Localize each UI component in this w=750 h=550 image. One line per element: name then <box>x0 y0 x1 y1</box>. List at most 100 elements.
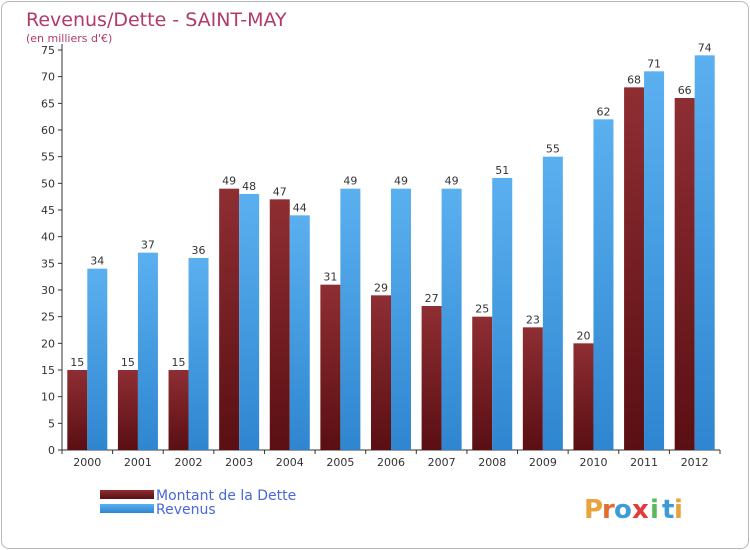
y-tick-label: 10 <box>41 391 55 404</box>
bar-value-label: 25 <box>475 303 489 316</box>
y-tick-label: 30 <box>41 284 55 297</box>
x-tick-label: 2009 <box>529 456 557 469</box>
bar-dette <box>371 295 391 450</box>
x-tick-label: 2004 <box>276 456 304 469</box>
bar-revenus <box>694 55 715 450</box>
y-tick-label: 65 <box>41 97 55 110</box>
bar-value-label: 71 <box>647 57 661 70</box>
bar-value-label: 15 <box>70 356 84 369</box>
brand-letter: x <box>632 495 649 525</box>
bar-value-label: 37 <box>141 239 155 252</box>
x-tick-label: 2006 <box>377 456 405 469</box>
brand-letter: r <box>602 495 615 525</box>
bar-dette <box>219 188 240 450</box>
bar-value-label: 62 <box>596 105 610 118</box>
bar-dette <box>674 98 695 450</box>
y-tick-label: 40 <box>41 231 55 244</box>
y-tick-label: 45 <box>41 204 55 217</box>
bar-dette <box>421 306 442 450</box>
brand-letter: i <box>674 495 683 525</box>
bar-revenus <box>137 252 158 450</box>
bar-revenus <box>188 258 209 450</box>
x-tick-label: 2012 <box>681 456 709 469</box>
legend-label-revenus: Revenus <box>156 502 216 518</box>
bar-value-label: 23 <box>526 313 540 326</box>
bar-revenus <box>492 178 513 450</box>
x-tick-label: 2011 <box>630 456 658 469</box>
bar-value-label: 44 <box>293 201 307 214</box>
x-axis: 2000 2001 2002 2003 2004 2005 2006 2007 2008 2009… <box>61 449 721 469</box>
bar-revenus <box>87 268 108 450</box>
brand-letter: o <box>614 495 632 525</box>
bar-revenus <box>644 71 665 450</box>
y-tick-label: 15 <box>41 364 55 377</box>
bar-value-label: 49 <box>222 175 236 188</box>
x-tick-label: 2008 <box>478 456 506 469</box>
x-tick-label: 2001 <box>124 456 152 469</box>
bar-revenus <box>542 156 563 450</box>
bar-value-label: 15 <box>121 356 135 369</box>
bar-value-label: 34 <box>90 255 104 268</box>
bar-value-label: 66 <box>678 84 692 97</box>
bar-dette <box>522 327 543 450</box>
bar-revenus <box>593 119 614 450</box>
brand-letter: t <box>662 495 674 525</box>
brand-logo: Pr o x i t i <box>584 495 683 525</box>
y-tick-label: 60 <box>41 124 55 137</box>
bar-value-label: 36 <box>192 244 206 257</box>
x-tick-label: 2002 <box>175 456 203 469</box>
x-tick-label: 2007 <box>428 456 456 469</box>
y-tick-label: 5 <box>48 417 55 430</box>
y-tick-label: 25 <box>41 311 55 324</box>
y-tick-label: 0 <box>48 444 55 457</box>
bar-revenus <box>340 188 361 450</box>
bar-value-label: 74 <box>698 41 712 54</box>
y-tick-label: 75 <box>41 44 55 57</box>
x-tick-label: 2003 <box>225 456 253 469</box>
y-tick-label: 50 <box>41 177 55 190</box>
bar-revenus <box>289 215 310 450</box>
bar-dette <box>67 370 88 450</box>
bars: 15 34 15 37 15 36 49 48 47 44 31 49 29 49 27 49 25 51 23 55… <box>67 41 715 450</box>
bar-dette <box>269 199 290 450</box>
bar-value-label: 51 <box>495 164 509 177</box>
bar-value-label: 49 <box>343 175 357 188</box>
bar-revenus <box>441 188 462 450</box>
legend-label-dette: Montant de la Dette <box>156 488 296 504</box>
bar-dette <box>320 284 341 450</box>
bar-dette <box>472 316 493 450</box>
bar-dette <box>624 87 645 450</box>
bar-value-label: 15 <box>172 356 186 369</box>
bar-value-label: 68 <box>627 73 641 86</box>
chart-subtitle: (en milliers d'€) <box>26 32 112 45</box>
y-tick-label: 35 <box>41 257 55 270</box>
brand-letter: P <box>584 495 603 525</box>
bar-value-label: 29 <box>374 281 388 294</box>
bar-value-label: 27 <box>425 292 439 305</box>
bar-value-label: 20 <box>576 329 590 342</box>
y-tick-label: 70 <box>41 71 55 84</box>
bar-value-label: 48 <box>242 180 256 193</box>
x-tick-label: 2010 <box>579 456 607 469</box>
bar-value-label: 49 <box>445 175 459 188</box>
x-tick-label: 2005 <box>326 456 354 469</box>
brand-letter: i <box>650 495 659 525</box>
y-axis: 0 5 10 15 20 25 30 35 40 45 50 55 60 65 70 75 <box>41 44 63 457</box>
bar-dette <box>168 370 189 450</box>
bar-value-label: 47 <box>273 185 287 198</box>
legend-swatch-revenus <box>100 504 154 513</box>
bar-revenus <box>239 194 260 450</box>
bar-dette <box>573 343 594 450</box>
bar-revenus <box>391 188 411 450</box>
x-tick-label: 2000 <box>73 456 101 469</box>
bar-dette <box>117 370 138 450</box>
bar-value-label: 31 <box>323 271 337 284</box>
chart-title: Revenus/Dette - SAINT-MAY <box>26 9 287 31</box>
y-tick-label: 20 <box>41 337 55 350</box>
bar-value-label: 49 <box>394 175 408 188</box>
bar-value-label: 55 <box>546 143 560 156</box>
legend-swatch-dette <box>100 490 154 499</box>
